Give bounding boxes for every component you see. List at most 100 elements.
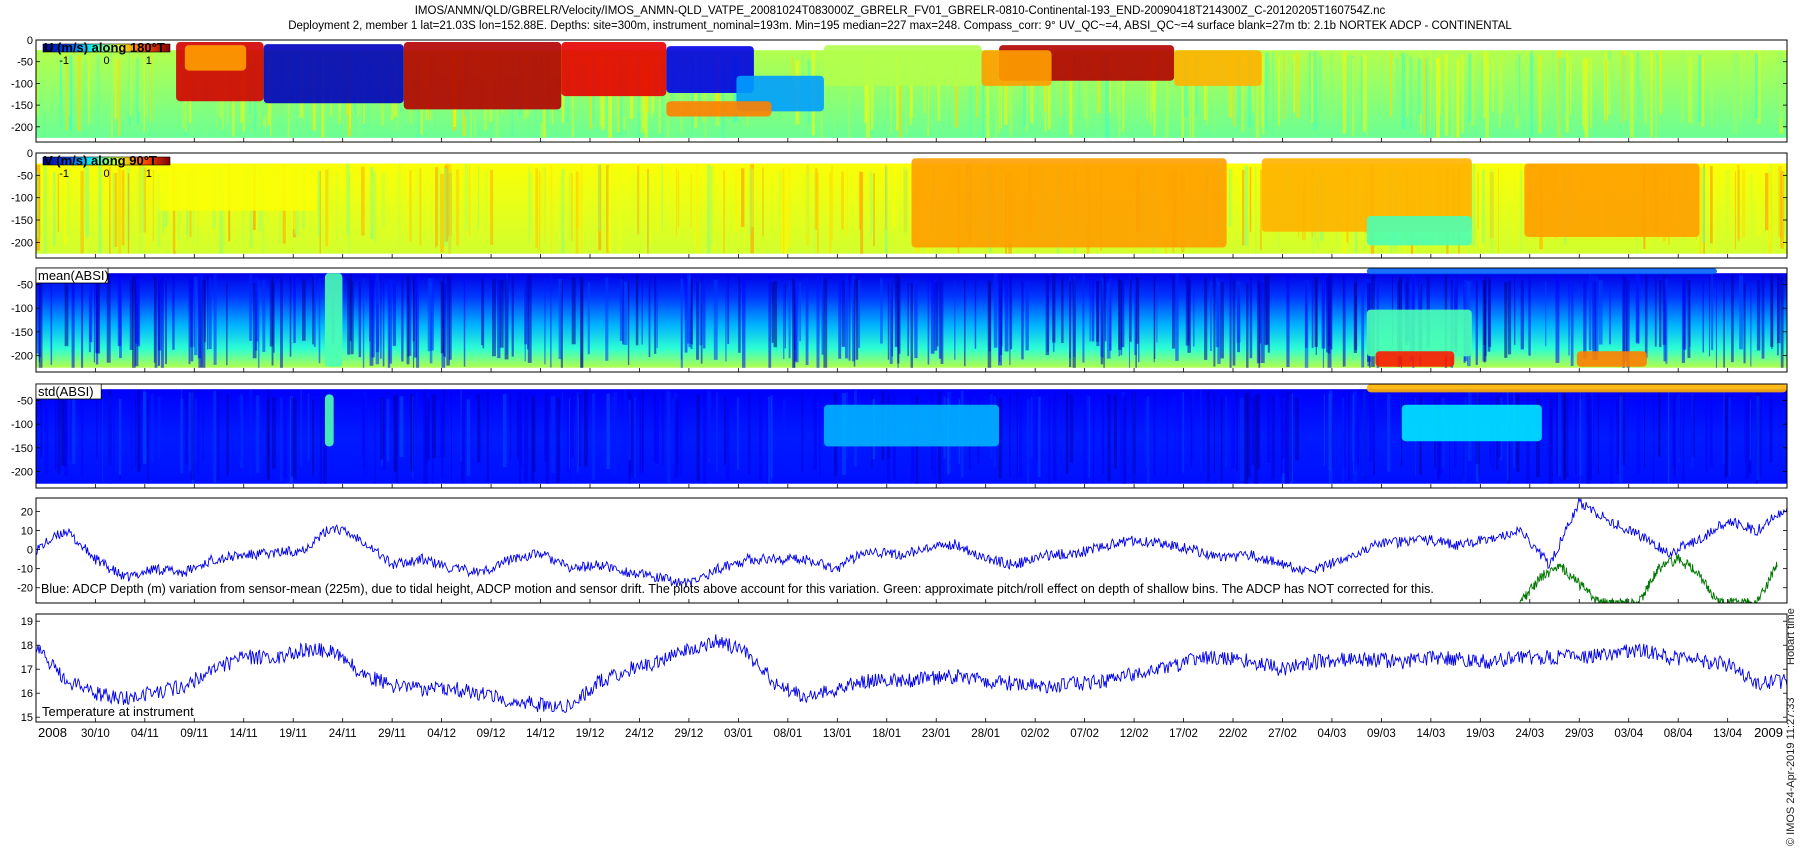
heatmap-feature xyxy=(981,50,1052,86)
heatmap-feature xyxy=(158,163,317,211)
panel-frame xyxy=(35,39,1788,143)
x-tick-label: 14/11 xyxy=(230,728,258,740)
heatmap-feature xyxy=(184,45,247,71)
x-tick-label: 09/11 xyxy=(180,728,208,740)
x-tick-label: 02/02 xyxy=(1021,728,1050,740)
panel-label: Temperature at instrument xyxy=(42,704,194,719)
x-year-end-label: 2009 xyxy=(1754,725,1783,740)
heatmap-feature xyxy=(324,273,343,367)
x-tick-label: 29/12 xyxy=(675,728,704,740)
panel-3-ytick-label: -100 xyxy=(11,303,33,315)
x-tick-label: 24/03 xyxy=(1515,728,1544,740)
panel-2-ytick-label: -200 xyxy=(11,237,33,249)
panel-6-ytick-label: 18 xyxy=(21,640,33,652)
panel-frame xyxy=(35,152,1788,259)
panel-frame xyxy=(35,613,1788,723)
colorbar-tick-label: 1 xyxy=(146,55,152,67)
x-tick-label: 03/04 xyxy=(1614,728,1643,740)
heatmap-feature xyxy=(1174,50,1262,86)
x-tick-label: 04/11 xyxy=(131,728,159,740)
x-tick-label: 04/12 xyxy=(427,728,456,740)
panel-label: V (m/s) along 90°T xyxy=(44,153,157,168)
x-tick-label: 22/02 xyxy=(1219,728,1248,740)
series-line-2 xyxy=(1519,554,1778,603)
panel-6-ytick-label: 15 xyxy=(21,712,33,724)
panel-5-ytick-label: 20 xyxy=(21,506,33,518)
panel-4-ytick-label: -150 xyxy=(11,443,33,455)
panel-frame xyxy=(35,383,1788,489)
x-tick-label: 08/04 xyxy=(1664,728,1693,740)
x-tick-label: 13/04 xyxy=(1713,728,1742,740)
x-tick-label: 12/02 xyxy=(1120,728,1149,740)
series-line-1 xyxy=(36,498,1787,588)
panel-6-ytick-label: 17 xyxy=(21,664,33,676)
heatmap-feature xyxy=(666,101,772,117)
panel-frame xyxy=(35,497,1788,604)
heatmap-feature xyxy=(823,45,982,86)
panel-4-ytick-label: -50 xyxy=(17,396,33,408)
panel-6: Temperature at instrument 19 18 17 16 15 xyxy=(21,613,1788,724)
x-tick-label: 13/01 xyxy=(823,728,852,740)
panel-6-ytick-label: 19 xyxy=(21,616,33,628)
panel-label: mean(ABSI) xyxy=(38,268,109,283)
panel-5: Blue: ADCP Depth (m) variation from sens… xyxy=(17,497,1788,604)
panel-label-box xyxy=(35,383,102,400)
x-tick-label: 19/11 xyxy=(279,728,307,740)
heatmap-feature xyxy=(561,42,667,97)
heatmap-feature xyxy=(1401,404,1542,442)
x-tick-label: 14/03 xyxy=(1416,728,1445,740)
panel-1-ytick-label: -100 xyxy=(11,78,33,90)
panel-5-ytick-label: -10 xyxy=(17,564,33,576)
panel-2-ytick-label: -150 xyxy=(11,215,33,227)
x-tick-label: 27/02 xyxy=(1268,728,1297,740)
panel-1-ytick-label: -150 xyxy=(11,100,33,112)
panel-3-ytick-label: -200 xyxy=(11,350,33,362)
panel-1-ytick-label: -50 xyxy=(17,57,33,69)
panel-annotation: Blue: ADCP Depth (m) variation from sens… xyxy=(41,582,1434,596)
panel-2-ytick-label: -100 xyxy=(11,193,33,205)
panel-4-ytick-label: -200 xyxy=(11,466,33,478)
x-year-start-label: 2008 xyxy=(38,725,67,740)
panel-6-ytick-label: 16 xyxy=(21,688,33,700)
heatmap-feature xyxy=(1524,163,1700,237)
x-tick-label: 07/02 xyxy=(1070,728,1099,740)
panel-4: std(ABSI) -50 -100 -150 -200 xyxy=(11,383,1788,489)
panel-2: -1 0 1V (m/s) along 90°T0-50-100-150-200 xyxy=(11,148,1788,259)
figure-title-line1: IMOS/ANMN/QLD/GBRELR/Velocity/IMOS_ANMN-… xyxy=(414,5,1386,17)
panel-5-ytick-label: 0 xyxy=(27,545,33,557)
x-tick-label: 24/12 xyxy=(625,728,654,740)
figure-title-line2: Deployment 2, member 1 lat=21.03S lon=15… xyxy=(288,20,1512,32)
heatmap-feature xyxy=(1366,216,1472,246)
colorbar-tick-label: 1 xyxy=(146,168,152,180)
heatmap-feature xyxy=(403,42,562,110)
panel-2-ytick-label: -50 xyxy=(17,170,33,182)
x-tick-label: 19/12 xyxy=(576,728,605,740)
panel-label-box xyxy=(35,267,109,284)
panel-3-ytick-label: -50 xyxy=(17,280,33,292)
heatmap-feature xyxy=(1366,384,1787,393)
x-tick-label: 17/02 xyxy=(1169,728,1198,740)
heatmap-feature xyxy=(911,158,1227,248)
panel-3-ytick-label: -150 xyxy=(11,327,33,339)
heatmap-feature xyxy=(823,404,1000,447)
colorbar xyxy=(42,156,171,166)
x-axis: 30/10 04/11 09/11 14/11 19/11 24/11 29/11 04/12… xyxy=(38,138,1783,740)
credit-text: © IMOS 24-Apr-2019 11:27:33 xyxy=(1785,697,1797,846)
colorbar-tick-label: -1 xyxy=(59,55,69,67)
heatmap-feature xyxy=(1576,351,1647,367)
x-tick-label: 09/12 xyxy=(477,728,506,740)
panel-1-ytick-label: -200 xyxy=(11,122,33,134)
x-tick-label: 04/03 xyxy=(1318,728,1347,740)
x-tick-label: 14/12 xyxy=(526,728,555,740)
x-tick-label: 24/11 xyxy=(329,728,357,740)
panel-1: -1 0 1U (m/s) along 180°T0-50-100-150-200 xyxy=(11,35,1788,143)
x-tick-label: 28/01 xyxy=(971,728,1000,740)
heatmap-feature xyxy=(324,394,334,447)
panel-3: mean(ABSI) -50 -100 -150 -200 xyxy=(11,267,1788,373)
panel-2-ytick-label: 0 xyxy=(27,148,33,160)
x-tick-label: 18/01 xyxy=(872,728,901,740)
series-line-1 xyxy=(36,634,1787,713)
colorbar-tick-label: 0 xyxy=(103,55,109,67)
heatmap-feature xyxy=(666,46,754,94)
